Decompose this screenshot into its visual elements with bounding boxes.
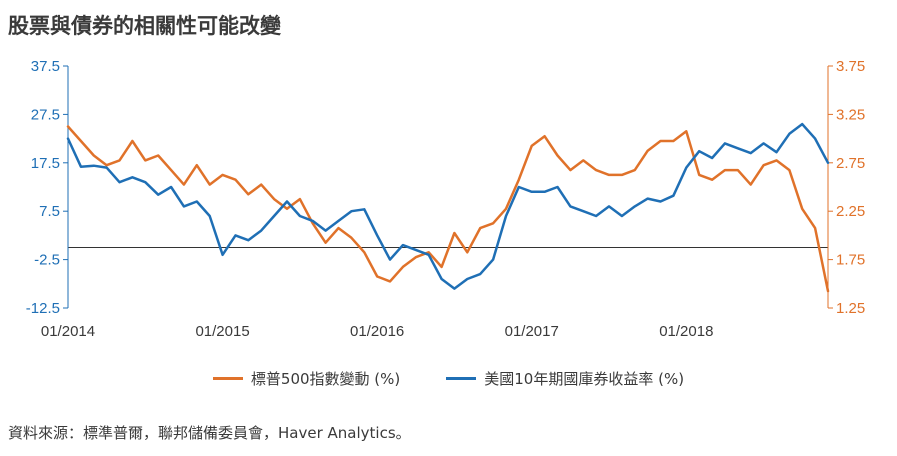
legend-swatch-treasury (446, 377, 477, 380)
legend-label-treasury: 美國10年期國庫券收益率 (%) (484, 370, 685, 388)
left-axis-ticks: 37.5 27.5 17.5 7.5 -2.5 -12.5 (26, 58, 68, 317)
x-tick-label: 01/2016 (350, 323, 404, 340)
right-tick-label: 1.75 (836, 252, 865, 269)
right-tick-label: 3.25 (836, 106, 865, 123)
legend-item-treasury: 美國10年期國庫券收益率 (%) (446, 368, 684, 389)
legend-swatch-sp500 (212, 377, 243, 380)
right-tick-label: 2.25 (836, 203, 865, 220)
series-line-treasury (66, 122, 830, 290)
x-tick-label: 01/2018 (659, 323, 713, 340)
series-layer (66, 122, 830, 293)
left-tick-label: -12.5 (26, 300, 60, 317)
left-tick-label: 37.5 (31, 58, 60, 75)
x-axis-ticks: 01/2014 01/2015 01/2016 01/2017 01/2018 (41, 323, 714, 340)
left-tick-label: 7.5 (39, 203, 60, 220)
right-tick-label: 2.75 (836, 155, 865, 172)
legend-label-sp500: 標普500指數變動 (%) (250, 370, 401, 388)
chart-title: 股票與債券的相關性可能改變 (8, 14, 281, 38)
left-tick-label: 17.5 (31, 155, 60, 172)
series-line-sp500 (66, 125, 830, 293)
legend-item-sp500: 標普500指數變動 (%) (212, 368, 401, 389)
right-axis-ticks: 3.75 3.25 2.75 2.25 1.75 1.25 (828, 58, 865, 317)
right-tick-label: 3.75 (836, 58, 865, 75)
left-tick-label: -2.5 (34, 252, 60, 269)
x-tick-label: 01/2015 (195, 323, 249, 340)
legend: 標普500指數變動 (%) 美國10年期國庫券收益率 (%) (0, 368, 897, 389)
axes-layer (67, 66, 829, 308)
x-tick-label: 01/2017 (505, 323, 559, 340)
left-tick-label: 27.5 (31, 106, 60, 123)
x-tick-label: 01/2014 (41, 323, 95, 340)
source-note: 資料來源：標準普爾，聯邦儲備委員會，Haver Analytics。 (8, 424, 411, 442)
right-tick-label: 1.25 (836, 300, 865, 317)
